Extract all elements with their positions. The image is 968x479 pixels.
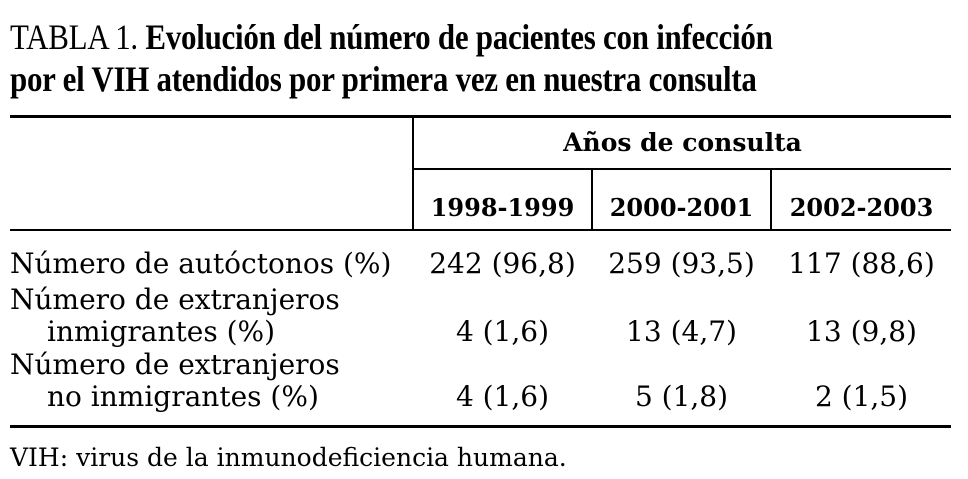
row-label-inmigrantes-line2: inmigrantes (%) bbox=[47, 315, 276, 348]
table-cell: 259 (93,5) bbox=[608, 247, 755, 280]
table-cell: 117 (88,6) bbox=[788, 247, 935, 280]
table-label: TABLA 1. bbox=[10, 17, 138, 57]
column-header-1998-1999: 1998-1999 bbox=[430, 193, 575, 222]
table-cell: 5 (1,8) bbox=[634, 380, 729, 413]
table-cell: 13 (9,8) bbox=[806, 315, 917, 348]
table-title: TABLA 1. Evolución del número de pacient… bbox=[10, 16, 827, 100]
column-header-2000-2001: 2000-2001 bbox=[609, 193, 754, 222]
row-label-no-inmigrantes: Número de extranjeros no inmigrantes (%) bbox=[10, 349, 340, 413]
table-cell: 4 (1,6) bbox=[455, 380, 550, 413]
table-title-line1: Evolución del número de pacientes con in… bbox=[145, 17, 773, 57]
header-bottom-rule bbox=[10, 229, 951, 231]
header-divider-left bbox=[412, 118, 414, 229]
header-divider-mid1 bbox=[591, 170, 593, 229]
row-label-inmigrantes: Número de extranjeros inmigrantes (%) bbox=[10, 284, 340, 348]
header-subrule bbox=[413, 168, 951, 170]
column-header-2002-2003: 2002-2003 bbox=[789, 193, 934, 222]
row-label-no-inmigrantes-line1: Número de extranjeros bbox=[10, 348, 340, 381]
table-footnote: VIH: virus de la inmunodeficiencia human… bbox=[10, 443, 567, 472]
header-divider-mid2 bbox=[770, 170, 772, 229]
row-label-no-inmigrantes-line2: no inmigrantes (%) bbox=[47, 380, 319, 413]
table-cell: 242 (96,8) bbox=[429, 247, 576, 280]
top-rule bbox=[10, 115, 951, 118]
row-label-autoctonos: Número de autóctonos (%) bbox=[10, 247, 392, 280]
spanning-header: Años de consulta bbox=[563, 128, 802, 157]
table-cell: 13 (4,7) bbox=[626, 315, 737, 348]
row-label-inmigrantes-line1: Número de extranjeros bbox=[10, 283, 340, 316]
table-title-line2: por el VIH atendidos por primera vez en … bbox=[10, 59, 757, 99]
table-cell: 2 (1,5) bbox=[814, 380, 909, 413]
bottom-rule bbox=[10, 425, 951, 428]
table-cell: 4 (1,6) bbox=[455, 315, 550, 348]
